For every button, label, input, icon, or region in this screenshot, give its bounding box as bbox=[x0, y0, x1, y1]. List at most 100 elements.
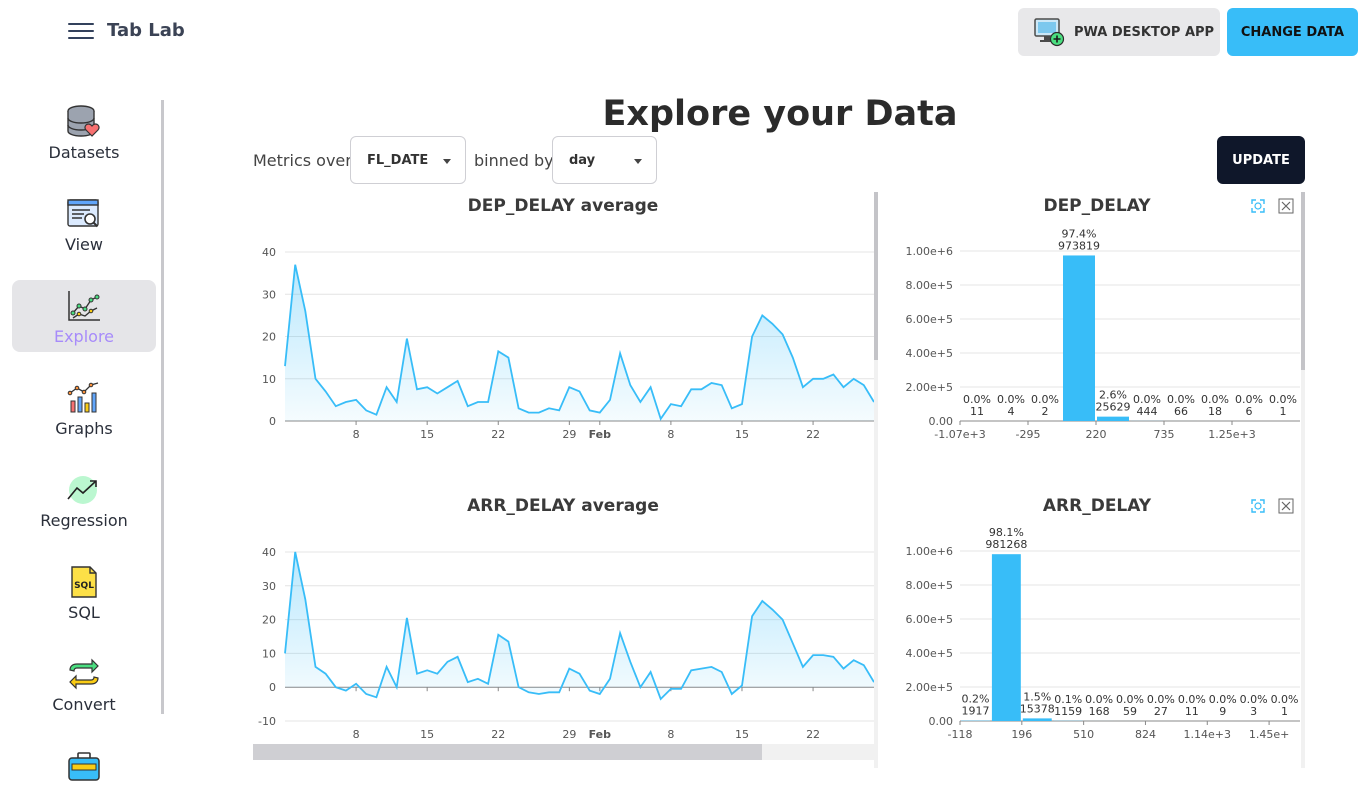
y-tick-label: 1.00e+6 bbox=[906, 545, 953, 558]
x-tick-label: 1.25e+3 bbox=[1208, 428, 1255, 441]
histogram-bar bbox=[1063, 255, 1095, 421]
x-tick-label: 824 bbox=[1135, 728, 1156, 741]
bar-count-label: 1159 bbox=[1054, 705, 1082, 718]
x-tick-label: 8 bbox=[353, 728, 360, 741]
bar-count-label: 1 bbox=[1280, 405, 1287, 418]
bar-count-label: 1917 bbox=[961, 705, 989, 718]
bin-value: day bbox=[569, 153, 595, 168]
scrollbar-thumb[interactable] bbox=[253, 744, 762, 760]
x-tick-label: 196 bbox=[1011, 728, 1032, 741]
bar-percent-label: 1.5% bbox=[1023, 690, 1051, 703]
scrollbar-thumb[interactable] bbox=[1301, 192, 1305, 370]
bin-select[interactable]: day bbox=[552, 136, 657, 184]
sidebar-item-regression[interactable]: Regression bbox=[12, 464, 156, 536]
y-tick-label: 20 bbox=[262, 614, 276, 627]
histogram-bar bbox=[992, 554, 1021, 721]
bar-percent-label: 0.0% bbox=[1147, 693, 1175, 706]
expand-icon[interactable] bbox=[1252, 500, 1264, 512]
x-tick-label: 1.14e+3 bbox=[1184, 728, 1231, 741]
chart-title: DEP_DELAY average bbox=[468, 196, 659, 216]
bar-percent-label: 0.0% bbox=[1235, 393, 1263, 406]
right-panel-scrollbar[interactable] bbox=[1301, 192, 1305, 768]
left-panel-scrollbar[interactable] bbox=[874, 192, 878, 768]
close-panel-icon[interactable] bbox=[1279, 499, 1293, 513]
bar-percent-label: 0.0% bbox=[1085, 693, 1113, 706]
bar-percent-label: 0.0% bbox=[1209, 693, 1237, 706]
bar-percent-label: 0.0% bbox=[1116, 693, 1144, 706]
x-tick-label: 510 bbox=[1073, 728, 1094, 741]
bar-percent-label: 0.0% bbox=[997, 393, 1025, 406]
bar-count-label: 1 bbox=[1281, 705, 1288, 718]
x-tick-label: 735 bbox=[1154, 428, 1175, 441]
hamburger-menu-icon[interactable] bbox=[68, 21, 96, 41]
bar-count-label: 168 bbox=[1089, 705, 1110, 718]
x-tick-label: 22 bbox=[806, 428, 820, 441]
sidebar-item-convert[interactable]: Convert bbox=[12, 648, 156, 720]
database-heart-icon bbox=[66, 105, 102, 139]
bar-chart-icon bbox=[66, 381, 102, 415]
sidebar-item-graphs[interactable]: Graphs bbox=[12, 372, 156, 444]
bar-count-label: 4 bbox=[1008, 405, 1015, 418]
x-tick-label: 15 bbox=[420, 728, 434, 741]
x-tick-label: 22 bbox=[806, 728, 820, 741]
sidebar: Datasets View Explore bbox=[0, 96, 168, 768]
bar-count-label: 444 bbox=[1137, 405, 1158, 418]
bar-percent-label: 0.0% bbox=[1031, 393, 1059, 406]
sidebar-item-label: Regression bbox=[40, 511, 128, 530]
chart-title: ARR_DELAY average bbox=[467, 496, 659, 516]
svg-text:SQL: SQL bbox=[74, 581, 94, 591]
x-tick-label: 15 bbox=[735, 428, 749, 441]
y-tick-label: 10 bbox=[262, 647, 276, 660]
bar-count-label: 27 bbox=[1154, 705, 1168, 718]
y-tick-label: 8.00e+5 bbox=[906, 279, 953, 292]
pwa-desktop-app-button[interactable]: PWA DESKTOP APP bbox=[1018, 8, 1220, 56]
expand-icon[interactable] bbox=[1252, 200, 1264, 212]
bar-count-label: 981268 bbox=[985, 538, 1027, 551]
sidebar-item-toolbox[interactable] bbox=[12, 740, 156, 812]
x-tick-label: -295 bbox=[1016, 428, 1041, 441]
bar-percent-label: 0.0% bbox=[1133, 393, 1161, 406]
dep-delay-histogram-chart: DEP_DELAY0.002.00e+54.00e+56.00e+58.00e+… bbox=[893, 192, 1301, 452]
x-tick-label: 1.45e+ bbox=[1249, 728, 1289, 741]
metric-field-value: FL_DATE bbox=[367, 153, 428, 168]
scrollbar-thumb[interactable] bbox=[874, 192, 878, 360]
sql-file-icon: SQL bbox=[66, 565, 102, 599]
binned-by-label: binned by bbox=[474, 151, 554, 170]
y-tick-label: 2.00e+5 bbox=[906, 381, 953, 394]
app-header: Tab Lab PWA DESKTOP APP CHANGE DATA bbox=[0, 0, 1366, 64]
close-panel-icon[interactable] bbox=[1279, 199, 1293, 213]
chart-title: ARR_DELAY bbox=[1043, 496, 1152, 516]
horizontal-scrollbar[interactable] bbox=[253, 744, 874, 760]
change-data-button[interactable]: CHANGE DATA bbox=[1227, 8, 1358, 56]
update-button[interactable]: UPDATE bbox=[1217, 136, 1305, 184]
bar-percent-label: 0.0% bbox=[1271, 693, 1299, 706]
bar-percent-label: 0.0% bbox=[1167, 393, 1195, 406]
y-tick-label: 0 bbox=[269, 681, 276, 694]
y-tick-label: 2.00e+5 bbox=[906, 681, 953, 694]
page-title: Explore your Data bbox=[560, 94, 1000, 134]
sidebar-item-view[interactable]: View bbox=[12, 188, 156, 260]
bar-count-label: 9 bbox=[1219, 705, 1226, 718]
sidebar-item-label: Graphs bbox=[55, 419, 112, 438]
y-tick-label: 6.00e+5 bbox=[906, 313, 953, 326]
bar-count-label: 18 bbox=[1208, 405, 1222, 418]
bar-count-label: 15378 bbox=[1020, 702, 1055, 715]
sidebar-item-datasets[interactable]: Datasets bbox=[12, 96, 156, 168]
sidebar-item-label: Convert bbox=[52, 695, 115, 714]
x-tick-label: -1.07e+3 bbox=[934, 428, 985, 441]
sidebar-item-sql[interactable]: SQL SQL bbox=[12, 556, 156, 628]
y-tick-label: 0 bbox=[269, 415, 276, 428]
convert-arrows-icon bbox=[66, 657, 102, 691]
sidebar-divider bbox=[161, 100, 164, 714]
sidebar-item-explore[interactable]: Explore bbox=[12, 280, 156, 352]
window-search-icon bbox=[66, 197, 102, 231]
y-tick-label: 40 bbox=[262, 546, 276, 559]
bar-percent-label: 97.4% bbox=[1062, 227, 1097, 240]
histogram-bar bbox=[1023, 718, 1052, 721]
bar-percent-label: 2.6% bbox=[1099, 389, 1127, 402]
chevron-down-icon bbox=[443, 159, 451, 164]
metric-field-select[interactable]: FL_DATE bbox=[350, 136, 466, 184]
y-tick-label: -10 bbox=[258, 715, 276, 728]
y-tick-label: 6.00e+5 bbox=[906, 613, 953, 626]
y-tick-label: 0.00 bbox=[929, 415, 954, 428]
